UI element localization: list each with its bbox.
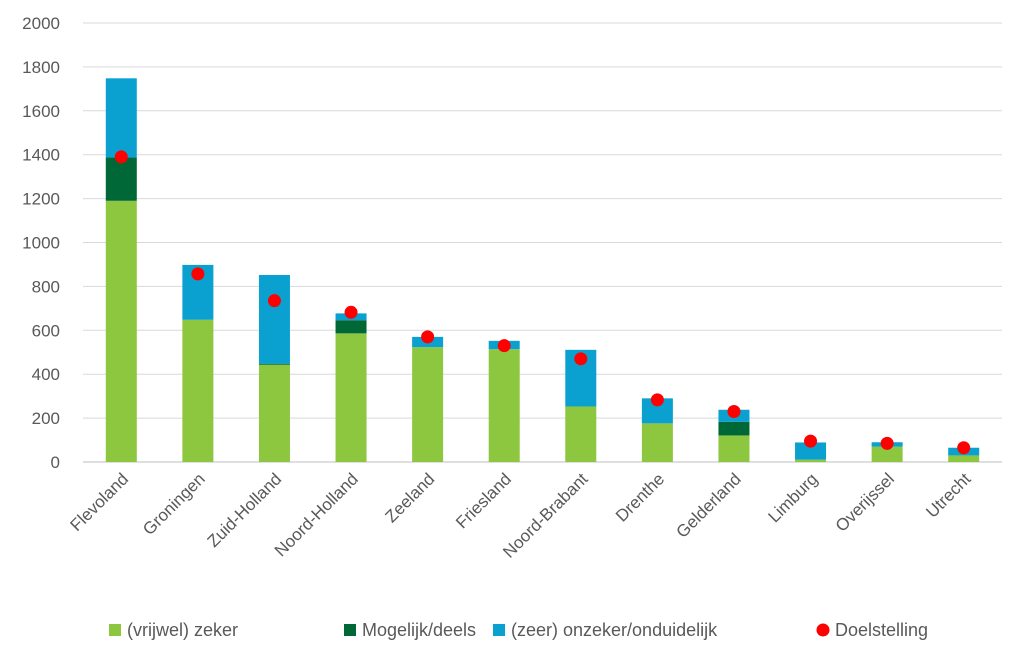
x-tick-label: Zeeland [382,469,439,526]
legend-label: (zeer) onzeker/onduidelijk [511,620,718,640]
bar-segment-series-0 [948,455,980,462]
bar-segment-series-0 [718,435,750,462]
bars [105,78,980,463]
bar-segment-series-0 [641,423,673,462]
bar-segment-series-0 [488,349,520,462]
y-tick-label: 800 [32,277,60,296]
y-tick-label: 400 [32,365,60,384]
bar-segment-series-1 [718,421,750,436]
target-point [114,150,128,164]
bar-segment-series-0 [258,364,290,462]
y-tick-label: 2000 [22,14,60,33]
x-tick-label: Gelderland [673,469,745,541]
target-point [957,441,971,455]
bar-segment-series-2 [105,78,137,158]
y-tick-label: 1400 [22,146,60,165]
target-point [191,267,205,281]
x-tick-label: Flevoland [67,469,133,535]
bar-segment-series-2 [795,442,827,460]
bar-segment-series-1 [335,320,367,334]
target-point [880,436,894,450]
x-tick-label: Zuid-Holland [204,469,286,551]
x-tick-label: Limburg [765,469,822,526]
legend-label: (vrijwel) zeker [127,620,238,640]
x-tick-label: Drenthe [612,469,668,525]
y-tick-label: 0 [51,453,60,472]
target-point [421,330,435,344]
y-tick-label: 600 [32,321,60,340]
y-axis-ticks: 0 200 400 600 800 1000 1200 1400 1600 1800 2000 [22,14,60,472]
target-point [497,339,511,353]
target-point [650,393,664,407]
target-point [727,405,741,419]
legend-label: Mogelijk/deels [362,620,476,640]
x-tick-label: Friesland [452,469,515,532]
target-point [804,434,818,448]
target-point [344,305,358,319]
y-tick-label: 200 [32,409,60,428]
x-tick-label: Groningen [139,469,209,539]
legend-swatch [344,624,356,636]
legend-swatch [816,623,830,637]
x-tick-label: Overijssel [832,469,898,535]
y-tick-label: 1000 [22,234,60,253]
bar-segment-series-2 [258,274,290,364]
target-point [267,294,281,308]
legend-swatch [493,624,505,636]
bar-segment-series-0 [871,446,903,462]
legend-label: Doelstelling [835,620,928,640]
bar-segment-series-1 [258,363,290,365]
target-point [574,352,588,366]
bar-segment-series-0 [565,406,597,462]
y-tick-label: 1800 [22,58,60,77]
bar-segment-series-0 [105,200,137,463]
x-tick-label: Utrecht [922,469,974,521]
bar-segment-series-0 [335,333,367,462]
y-tick-label: 1200 [22,190,60,209]
target-points [114,150,971,455]
bar-segment-series-0 [412,347,444,462]
x-axis-ticks: Flevoland GroningenZuid-HollandNoord-Holl… [67,469,975,561]
bar-segment-series-0 [795,459,827,462]
gridlines [83,22,1002,463]
legend-swatch [109,624,121,636]
bar-segment-series-0 [182,319,214,462]
y-tick-label: 1600 [22,102,60,121]
bar-segment-series-1 [105,157,137,201]
legend: (vrijwel) zeker Mogelijk/deels (zeer) onze… [109,620,928,640]
